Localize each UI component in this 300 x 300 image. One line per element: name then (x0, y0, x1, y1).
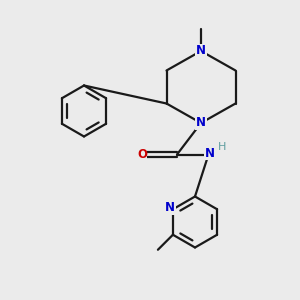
Text: N: N (196, 116, 206, 130)
Text: H: H (218, 142, 226, 152)
Text: N: N (165, 201, 175, 214)
Text: O: O (137, 148, 147, 161)
Text: N: N (196, 44, 206, 58)
Text: N: N (205, 146, 215, 160)
